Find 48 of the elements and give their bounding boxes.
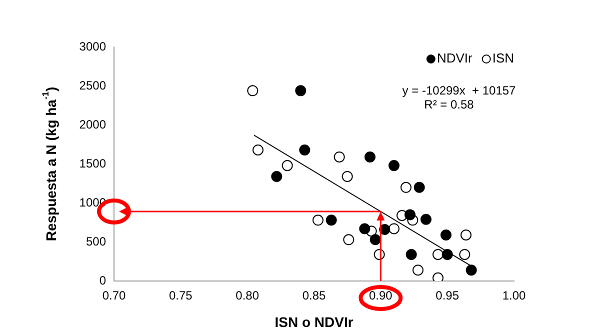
point	[414, 182, 425, 193]
point	[432, 248, 444, 260]
point	[271, 170, 282, 182]
x-tick-label: 0.80	[236, 288, 260, 303]
point	[252, 144, 264, 156]
point	[404, 209, 416, 220]
point	[282, 160, 293, 172]
point	[299, 144, 310, 156]
legend-label: NDVIr	[436, 50, 473, 66]
point	[343, 234, 354, 246]
point	[359, 223, 370, 234]
y-tick-label: 0	[99, 273, 106, 288]
point	[342, 170, 353, 182]
x-tick-label: 0.85	[302, 288, 326, 303]
y-tick-label: 1500	[79, 156, 106, 170]
point	[388, 160, 400, 172]
annotation: R² = 0.58	[424, 97, 474, 112]
y-tick-label: 3000	[79, 39, 106, 54]
x-tick-label: 1.00	[502, 288, 526, 303]
annotation: y = -10299x + 10157	[402, 83, 516, 98]
y-tick-label: 500	[86, 234, 106, 248]
point	[247, 85, 258, 96]
y-tick-label: 2000	[79, 117, 106, 132]
point	[388, 223, 400, 234]
x-axis-title: ISN o NDVIr	[274, 314, 354, 330]
point	[400, 182, 412, 193]
point	[432, 272, 444, 281]
point	[412, 264, 424, 276]
x-tick-label: 0.90	[368, 288, 393, 303]
point	[420, 214, 432, 225]
point	[364, 151, 376, 162]
point	[460, 229, 472, 240]
point	[312, 214, 324, 226]
point	[440, 229, 452, 240]
point	[334, 151, 345, 162]
point	[442, 248, 453, 260]
y-tick-label: 2500	[79, 78, 106, 92]
x-tick-label: 0.95	[436, 288, 460, 303]
legend-label: ISN	[492, 50, 514, 66]
x-tick-label: 0.70	[102, 288, 126, 303]
point	[466, 264, 477, 276]
point	[406, 248, 417, 260]
x-tick-label: 0.75	[168, 288, 193, 303]
y-axis-title: Respuesta a N (kg ha-1)	[40, 86, 59, 242]
point	[459, 248, 470, 260]
point	[370, 234, 381, 246]
point	[326, 214, 337, 226]
point	[295, 85, 306, 96]
